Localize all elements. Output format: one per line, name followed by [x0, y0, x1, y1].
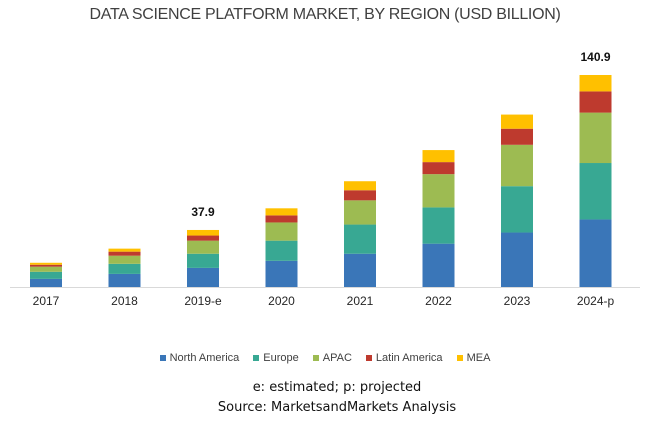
bar-segment-mea-2020	[265, 208, 298, 216]
bar-segment-latin-america-2023	[501, 128, 533, 145]
legend-label: North America	[169, 352, 240, 364]
legend-label: APAC	[322, 352, 352, 364]
bar-segment-latin-america-2020	[265, 215, 298, 223]
bar-segment-north-america-2023	[501, 232, 533, 287]
bar-segment-europe-2020	[265, 240, 298, 261]
bar-segment-mea-2021	[344, 181, 376, 191]
legend-swatch	[253, 355, 260, 361]
x-tick-label: 2020	[268, 294, 295, 308]
bar-segment-mea-2019-e	[187, 229, 219, 236]
bar-segment-north-america-2018	[108, 273, 141, 287]
bar-segment-latin-america-2018	[108, 251, 141, 256]
bar-segment-europe-2019-e	[187, 253, 219, 268]
legend-item: Europe	[253, 352, 299, 364]
x-tick-label: 2019-e	[184, 294, 222, 308]
bar-segment-europe-2022	[422, 207, 455, 244]
legend-swatch	[456, 355, 463, 361]
x-tick-label: 2023	[504, 294, 531, 308]
bar-segment-mea-2023	[501, 114, 533, 129]
bar-segment-apac-2021	[344, 200, 376, 225]
bar-segment-europe-2018	[108, 263, 141, 274]
bar-segment-apac-2020	[265, 222, 298, 241]
bar-segment-north-america-2021	[344, 253, 376, 287]
total-data-label: 140.9	[580, 50, 610, 64]
footnote-estimated: e: estimated; p: projected	[252, 380, 422, 395]
bar-segment-latin-america-2021	[344, 190, 376, 201]
bar-segment-apac-2024-p	[579, 112, 612, 164]
bar-segment-mea-2018	[108, 248, 141, 252]
legend-item: MEA	[456, 352, 491, 364]
chart-title: DATA SCIENCE PLATFORM MARKET, BY REGION …	[89, 6, 561, 23]
bar-segment-apac-2017	[30, 266, 62, 272]
bar-segment-north-america-2024-p	[579, 219, 612, 287]
stacked-bar-chart: 2017 2018 2019-e 2020 2021 2022 2023 2024-p 37.…	[10, 50, 640, 308]
bar-segment-latin-america-2017	[30, 264, 62, 267]
legend-item: North America	[159, 352, 240, 364]
bar-segment-europe-2023	[501, 186, 533, 233]
source-note: Source: MarketsandMarkets Analysis	[217, 400, 457, 415]
legend-item: Latin America	[365, 352, 443, 364]
legend-swatch	[312, 355, 319, 361]
bar-segment-latin-america-2024-p	[579, 91, 612, 113]
legend-label: MEA	[466, 352, 491, 364]
bar-segment-apac-2022	[422, 174, 455, 208]
legend-swatch	[159, 355, 166, 361]
x-tick-label: 2017	[33, 294, 60, 308]
x-tick-label: 2021	[347, 294, 374, 308]
x-tick-label: 2018	[111, 294, 138, 308]
bar-segment-europe-2017	[30, 271, 62, 279]
bar-segment-europe-2021	[344, 224, 376, 254]
bar-segment-mea-2022	[422, 150, 455, 163]
bar-segment-apac-2018	[108, 255, 141, 264]
x-tick-label: 2022	[425, 294, 452, 308]
bar-segment-latin-america-2019-e	[187, 235, 219, 241]
legend-item: APAC	[312, 352, 352, 364]
bar-segment-north-america-2022	[422, 243, 455, 287]
bar-segment-apac-2023	[501, 144, 533, 187]
bar-segment-north-america-2017	[30, 278, 62, 287]
bar-segment-latin-america-2022	[422, 162, 455, 175]
legend-label: Europe	[263, 352, 299, 364]
bar-segment-europe-2024-p	[579, 163, 612, 220]
bar-segment-north-america-2020	[265, 260, 298, 287]
legend: North America Europe APAC Latin America MEA	[0, 352, 650, 364]
legend-label: Latin America	[375, 352, 443, 364]
bar-segment-mea-2017	[30, 262, 62, 265]
x-tick-label: 2024-p	[577, 294, 615, 308]
bar-segment-mea-2024-p	[579, 75, 612, 92]
total-data-label: 37.9	[191, 205, 215, 219]
legend-swatch	[365, 355, 372, 361]
bar-segment-apac-2019-e	[187, 240, 219, 254]
bar-segment-north-america-2019-e	[187, 267, 219, 287]
